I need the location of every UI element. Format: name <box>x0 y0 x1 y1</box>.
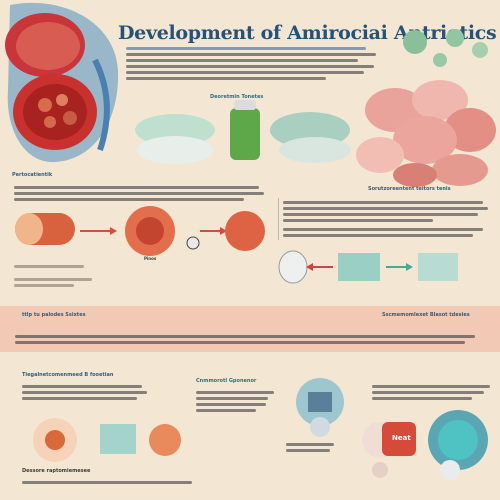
bottom-right-illustration <box>382 410 488 480</box>
band-heading: ttlp tu palodes Ssixtes <box>22 312 86 318</box>
mid-right-heading: Sorutzoreentent teitors tenis <box>368 186 451 192</box>
section-band <box>0 306 500 352</box>
mid-small-label: Pinos <box>144 256 157 261</box>
bottom-right-badge: Neat <box>392 434 411 442</box>
intro-paragraph <box>126 44 376 83</box>
bottom-left-cells <box>33 418 181 462</box>
green-molecules <box>403 29 488 67</box>
mid-right-flow <box>278 250 458 284</box>
band-text <box>15 332 485 347</box>
mid-left-text <box>14 183 264 204</box>
bottom-left-footer <box>22 478 192 487</box>
mid-left-captions: Pinos <box>14 256 269 290</box>
bottom-left-text <box>22 382 152 403</box>
bottom-left-caption: Dessore raptomiemesee <box>22 468 91 474</box>
mid-left-heading: Pertocatientik <box>12 172 53 178</box>
organ-illustration <box>5 2 119 163</box>
bottom-center-text2 <box>286 440 336 455</box>
pills-bottle-illustration <box>135 100 351 164</box>
bottom-right-text <box>372 382 492 403</box>
capsule-to-bacteria-flow <box>15 206 265 256</box>
bottom-left-heading: Tiegalnetcomenmeed B fooetian <box>22 372 114 378</box>
pill-cluster <box>356 80 496 187</box>
bottom-center-heading: Cnmmorotl Gponenor <box>196 378 257 384</box>
mid-right-text <box>278 198 493 240</box>
page-title: Development of Amirociai Antriotics <box>118 22 497 44</box>
band-heading-right: Sscmemomlexet Blasot tdesies <box>382 312 470 318</box>
bottom-center-illustration <box>296 378 344 437</box>
bottom-center-text <box>196 388 276 415</box>
center-caption: Deoretmin Tonetes <box>210 94 264 100</box>
